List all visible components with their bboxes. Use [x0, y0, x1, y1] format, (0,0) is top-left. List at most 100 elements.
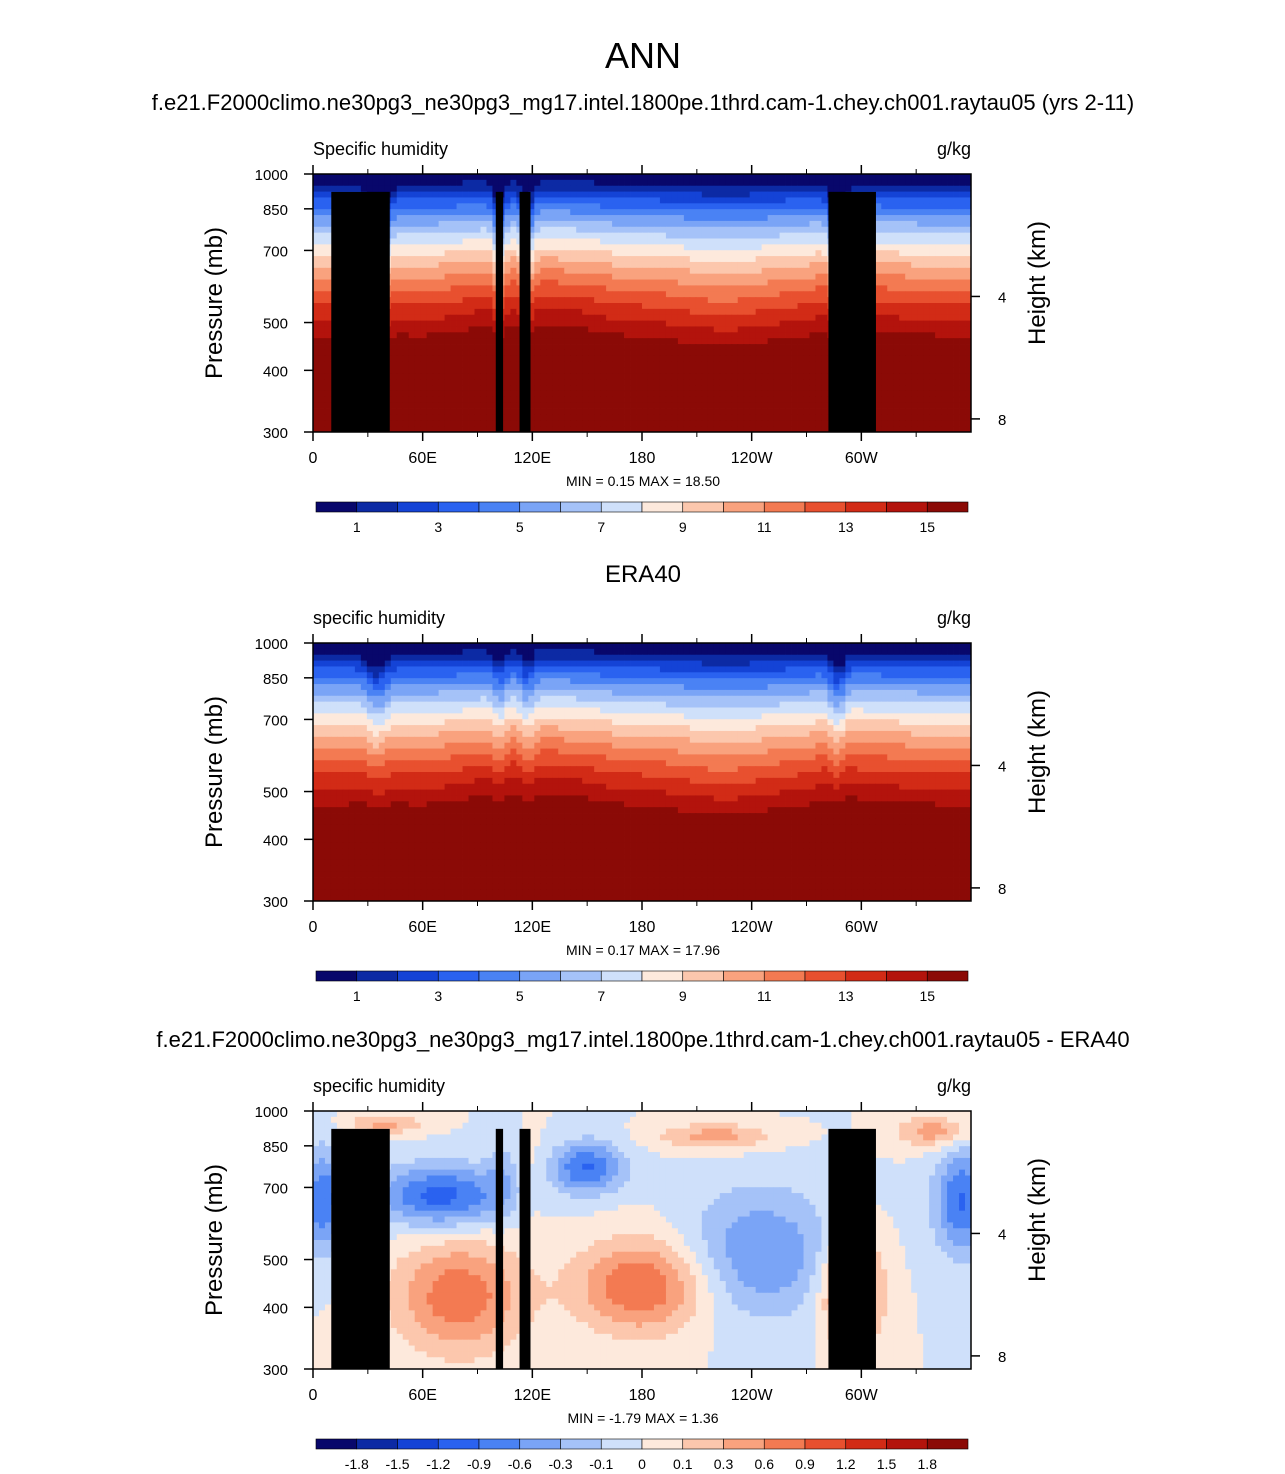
field-cell: [815, 396, 822, 404]
field-cell: [570, 203, 577, 210]
field-cell: [965, 390, 972, 398]
field-cell: [719, 256, 727, 263]
field-cell: [773, 332, 780, 339]
field-cell: [815, 261, 822, 269]
field-cell: [653, 408, 661, 415]
field-cell: [731, 308, 739, 316]
field-cell: [450, 361, 457, 368]
field-cell: [612, 332, 619, 339]
field-cell: [552, 320, 559, 327]
field-cell: [402, 273, 410, 280]
field-cell: [576, 203, 583, 210]
field-cell: [552, 367, 559, 374]
field-cell: [683, 220, 691, 228]
field-cell: [887, 285, 894, 292]
field-cell: [480, 209, 487, 216]
field-cell: [474, 344, 481, 351]
field-cell: [588, 185, 595, 192]
field-cell: [785, 308, 792, 316]
field-cell: [606, 232, 613, 239]
field-cell: [677, 185, 685, 192]
field-cell: [683, 367, 691, 374]
field-cell: [486, 291, 493, 298]
field-cell: [612, 643, 619, 650]
field-cell: [821, 326, 828, 333]
field-cell: [468, 308, 475, 316]
field-cell: [725, 285, 733, 292]
field-cell: [582, 297, 589, 304]
field-cell: [486, 226, 493, 234]
field-cell: [737, 426, 745, 433]
field-cell: [426, 402, 434, 409]
field-cell: [402, 349, 410, 357]
field-cell: [791, 250, 798, 257]
field-cell: [582, 355, 589, 363]
field-cell: [534, 297, 541, 304]
field-cell: [737, 273, 745, 280]
field-cell: [923, 303, 930, 310]
field-cell: [719, 361, 727, 368]
field-cell: [905, 232, 912, 239]
field-cell: [570, 250, 577, 257]
field-cell: [606, 226, 613, 234]
field-cell: [737, 179, 745, 187]
field-cell: [761, 215, 769, 222]
field-cell: [492, 385, 499, 392]
field-cell: [815, 303, 822, 310]
field-cell: [707, 643, 715, 650]
field-cell: [917, 244, 924, 251]
field-cell: [941, 256, 948, 263]
field-cell: [504, 191, 511, 198]
field-cell: [564, 643, 571, 650]
field-cell: [588, 232, 595, 239]
field-cell: [528, 332, 535, 339]
field-cell: [313, 320, 320, 327]
field-cell: [390, 379, 398, 386]
field-cell: [749, 326, 757, 333]
field-cell: [582, 261, 589, 269]
field-cell: [540, 308, 547, 316]
field-cell: [438, 314, 445, 321]
field-cell: [797, 303, 804, 310]
field-cell: [911, 191, 918, 198]
field-cell: [683, 179, 691, 187]
field-cell: [923, 191, 930, 198]
field-cell: [935, 320, 942, 327]
field-cell: [540, 261, 547, 269]
field-cell: [408, 308, 416, 316]
field-cell: [636, 379, 643, 386]
field-cell: [941, 215, 948, 222]
field-cell: [767, 344, 774, 351]
field-cell: [462, 174, 469, 181]
field-cell: [665, 256, 673, 263]
field-cell: [450, 261, 457, 269]
field-cell: [677, 361, 685, 368]
field-cell: [785, 191, 792, 198]
field-cell: [905, 402, 912, 409]
field-cell: [767, 250, 774, 257]
field-cell: [636, 261, 643, 269]
field-cell: [420, 314, 428, 321]
field-cell: [791, 332, 798, 339]
field-cell: [540, 390, 547, 398]
field-cell: [881, 420, 888, 427]
field-cell: [887, 191, 894, 198]
field-cell: [761, 291, 769, 298]
field-cell: [504, 179, 511, 187]
field-cell: [779, 326, 786, 333]
field-cell: [576, 185, 583, 192]
field-cell: [636, 174, 643, 181]
field-cell: [600, 408, 607, 415]
field-cell: [671, 244, 679, 251]
field-cell: [564, 297, 571, 304]
field-cell: [420, 203, 428, 210]
field-cell: [815, 215, 822, 222]
field-cell: [743, 297, 751, 304]
field-cell: [905, 273, 912, 280]
field-cell: [815, 420, 822, 427]
field-cell: [438, 232, 445, 239]
field-cell: [929, 238, 936, 245]
field-cell: [743, 361, 751, 368]
field-cell: [815, 203, 822, 210]
field-cell: [630, 203, 637, 210]
